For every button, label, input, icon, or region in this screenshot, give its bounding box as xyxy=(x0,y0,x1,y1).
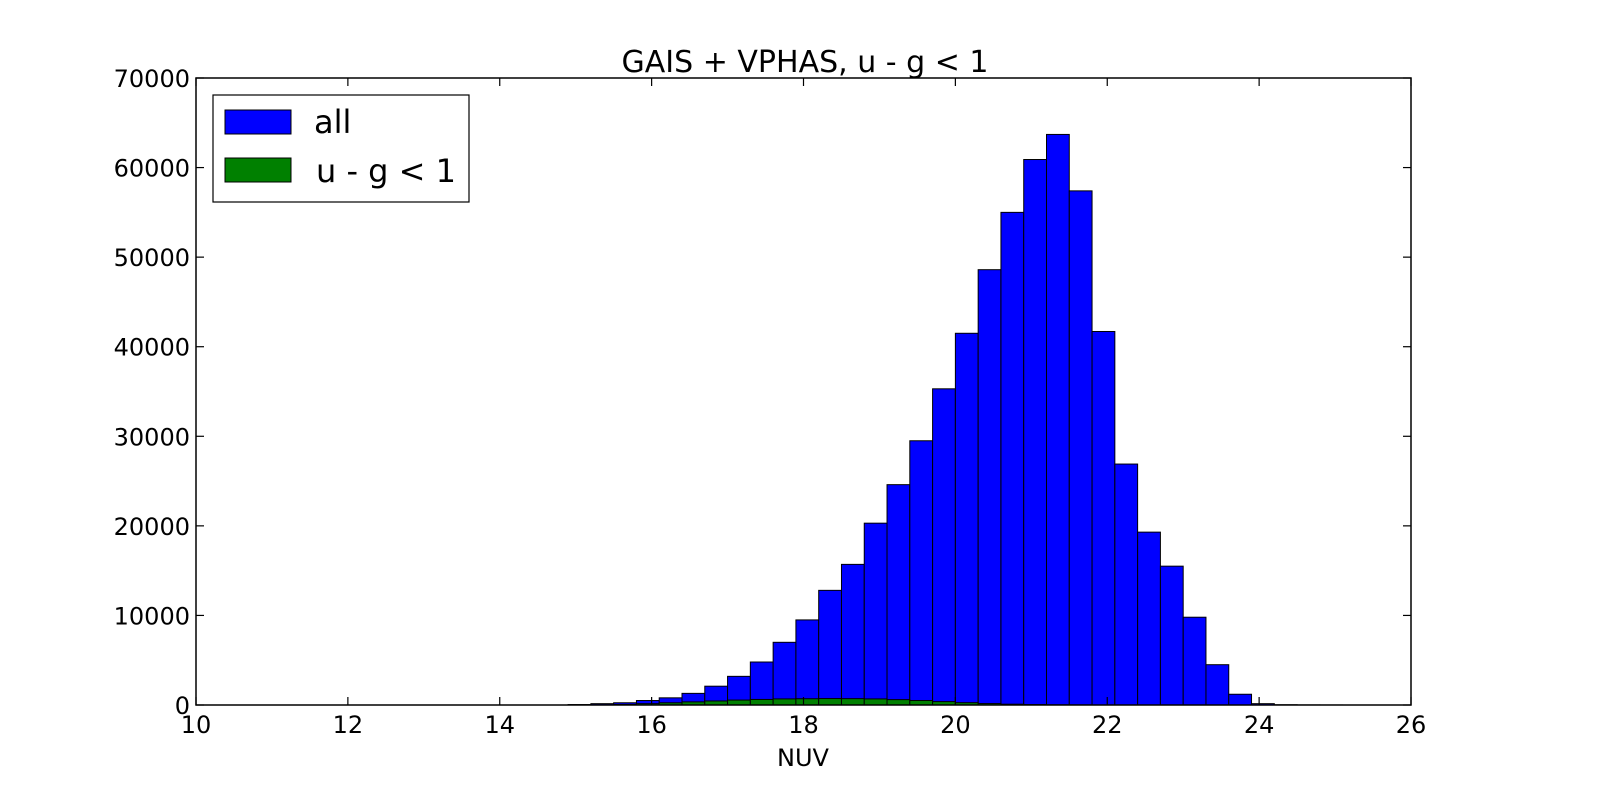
bar-ug-9 xyxy=(795,698,820,706)
bar-all-8 xyxy=(749,661,774,706)
x-tick-label-3: 16 xyxy=(636,711,667,739)
x-axis-label: NUV xyxy=(777,744,830,772)
bar-all-29 xyxy=(1228,693,1253,706)
bars-layer xyxy=(567,133,1344,706)
bar-all-10 xyxy=(795,619,820,706)
x-tick-label-1: 12 xyxy=(333,711,364,739)
legend-label-all: all xyxy=(314,103,351,141)
x-tick-label-8: 26 xyxy=(1396,711,1427,739)
bar-all-15 xyxy=(909,440,934,706)
ticks-layer: 10 12 14 16 18 20 22 24 26 0 10000 20000 30000 40000 5… xyxy=(114,65,1427,739)
bar-all-13 xyxy=(863,522,888,706)
bar-ug-12 xyxy=(863,698,888,706)
y-tick-label-6: 60000 xyxy=(114,155,190,183)
bar-ug-7 xyxy=(749,698,774,706)
bar-all-11 xyxy=(818,589,842,706)
legend-swatch-ug xyxy=(224,157,292,183)
bar-all-9 xyxy=(772,641,797,706)
y-tick-label-4: 40000 xyxy=(114,334,190,362)
bar-all-24 xyxy=(1114,463,1139,706)
bar-all-18 xyxy=(977,269,1002,706)
bar-all-16 xyxy=(932,388,956,706)
y-tick-label-0: 0 xyxy=(175,692,190,720)
x-tick-label-7: 24 xyxy=(1244,711,1275,739)
bar-all-17 xyxy=(954,332,979,706)
bar-ug-13 xyxy=(886,699,911,706)
x-tick-label-4: 18 xyxy=(788,711,819,739)
bar-all-21 xyxy=(1046,133,1070,706)
y-tick-label-7: 70000 xyxy=(114,65,190,93)
bar-all-12 xyxy=(840,563,865,706)
x-tick-label-6: 22 xyxy=(1092,711,1123,739)
y-tick-label-5: 50000 xyxy=(114,244,190,272)
bar-all-25 xyxy=(1137,531,1161,706)
x-tick-label-2: 14 xyxy=(484,711,515,739)
legend: all u - g < 1 xyxy=(212,94,470,203)
legend-swatch-all xyxy=(224,109,292,135)
bar-all-27 xyxy=(1182,616,1207,706)
bar-all-19 xyxy=(1000,211,1025,706)
bar-all-20 xyxy=(1023,159,1047,706)
y-tick-label-2: 20000 xyxy=(114,513,190,541)
bar-ug-11 xyxy=(840,698,865,706)
bar-all-23 xyxy=(1091,330,1116,706)
bar-all-26 xyxy=(1159,565,1184,706)
x-tick-label-0: 10 xyxy=(181,711,212,739)
bar-ug-10 xyxy=(818,698,842,706)
y-tick-label-3: 30000 xyxy=(114,423,190,451)
bar-all-22 xyxy=(1068,190,1093,706)
bar-all-14 xyxy=(886,484,911,706)
bar-ug-8 xyxy=(772,698,797,706)
bar-all-28 xyxy=(1205,664,1230,706)
x-tick-label-5: 20 xyxy=(940,711,971,739)
legend-label-ug: u - g < 1 xyxy=(316,152,456,190)
y-tick-label-1: 10000 xyxy=(114,602,190,630)
chart-title: GAIS + VPHAS, u - g < 1 xyxy=(622,45,989,80)
